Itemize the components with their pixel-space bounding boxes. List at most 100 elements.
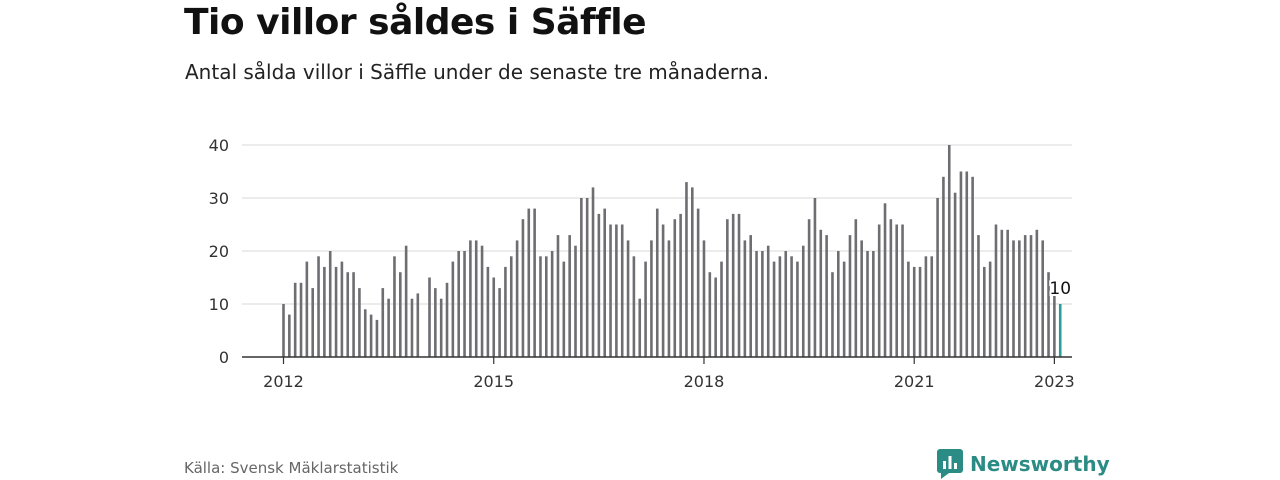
bar: [685, 182, 688, 357]
chart-subtitle: Antal sålda villor i Säffle under de sen…: [185, 60, 770, 84]
bar: [486, 266, 490, 357]
brand-logo[interactable]: Newsworthy: [937, 449, 1110, 479]
bar: [702, 240, 706, 357]
bar: [399, 272, 402, 357]
x-tick-label: 2012: [263, 372, 304, 391]
bar: [790, 256, 793, 357]
bar: [1035, 229, 1039, 357]
bar: [410, 298, 414, 357]
bar: [988, 261, 992, 357]
bar: [866, 251, 869, 357]
bar: [895, 224, 898, 357]
bar-latest: [1058, 304, 1062, 357]
bar: [638, 298, 642, 357]
bar: [650, 240, 653, 357]
bar: [492, 277, 496, 357]
x-tick-label: 2023: [1034, 372, 1075, 391]
bar: [813, 198, 817, 357]
bar: [469, 240, 472, 357]
bar: [1023, 235, 1027, 357]
bar: [1041, 240, 1044, 357]
bar: [340, 261, 344, 357]
bar: [691, 187, 694, 357]
bar: [796, 261, 799, 357]
bar: [603, 208, 606, 357]
y-tick-label: 0: [219, 348, 229, 367]
bar: [434, 288, 437, 357]
bar: [667, 240, 671, 357]
bar: [953, 192, 957, 357]
bar: [527, 208, 531, 357]
bar: [585, 198, 589, 357]
bar: [784, 251, 788, 357]
bar-chart: 0 10 20 30 40 2012 2015 2018 2021 2023 10: [209, 136, 1075, 391]
bar: [872, 251, 875, 357]
bar: [1047, 272, 1050, 357]
y-tick-label: 20: [209, 242, 229, 261]
bar: [679, 213, 682, 357]
bar: [918, 266, 922, 357]
bar: [480, 245, 484, 357]
y-tick-label: 10: [209, 295, 229, 314]
bar: [574, 245, 577, 357]
bar: [457, 251, 460, 357]
bar: [726, 219, 729, 357]
bar: [889, 219, 893, 357]
x-tick-label: 2018: [684, 372, 725, 391]
bar: [609, 224, 612, 357]
bar: [825, 235, 828, 357]
bar: [936, 198, 939, 357]
bar: [568, 235, 571, 357]
bar: [504, 266, 507, 357]
bar: [550, 251, 554, 357]
y-tick-label: 40: [209, 136, 229, 155]
bar: [509, 256, 513, 357]
bar: [761, 251, 764, 357]
bar: [545, 256, 548, 357]
bar: [901, 224, 904, 357]
bar: [801, 245, 805, 357]
bars: [282, 145, 1062, 357]
bar: [807, 219, 811, 357]
bar: [404, 245, 408, 357]
bar: [375, 319, 379, 357]
bar: [924, 256, 928, 357]
bar: [848, 235, 852, 357]
bar: [498, 288, 501, 357]
bar: [293, 282, 297, 357]
bar: [334, 266, 338, 357]
newsworthy-logo-icon: [937, 449, 963, 479]
bar: [311, 288, 314, 357]
bar: [877, 224, 881, 357]
bar: [696, 208, 700, 357]
bar: [907, 261, 910, 357]
bar: [977, 235, 980, 357]
bar: [854, 219, 858, 357]
bar: [755, 251, 758, 357]
bar: [708, 272, 712, 357]
bar: [580, 198, 583, 357]
bar: [539, 256, 542, 357]
bar: [445, 282, 449, 357]
bar: [416, 293, 420, 357]
bar: [515, 240, 519, 357]
bar: [673, 219, 677, 357]
bar: [772, 261, 776, 357]
bar: [1029, 235, 1033, 357]
bar: [439, 298, 443, 357]
bar: [837, 251, 840, 357]
bar: [942, 176, 945, 357]
bar: [947, 145, 951, 357]
bar: [655, 208, 659, 357]
bar: [1053, 293, 1056, 357]
bar: [778, 256, 782, 357]
bar: [766, 245, 770, 357]
x-tick-label: 2015: [473, 372, 514, 391]
bar: [971, 176, 974, 357]
bar: [591, 187, 595, 357]
last-value-label: 10: [1049, 279, 1071, 299]
bar: [556, 235, 560, 357]
bar: [860, 240, 863, 357]
bar: [463, 251, 466, 357]
bar: [381, 288, 385, 357]
